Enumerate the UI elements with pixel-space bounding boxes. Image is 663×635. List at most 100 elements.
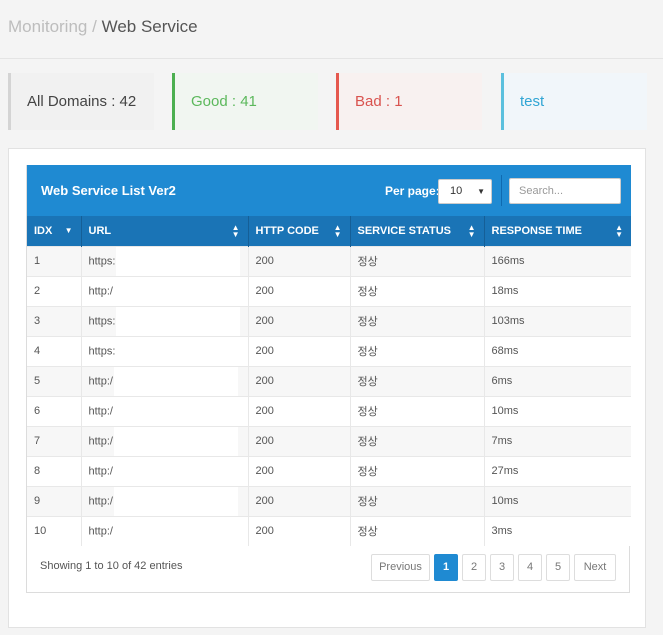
cell-url: http:/ (81, 395, 249, 426)
column-header-idx[interactable]: IDX ▼ (27, 216, 82, 246)
cell-idx: 3 (27, 305, 82, 336)
cell-service-status-text: 정상 (357, 496, 378, 508)
breadcrumb-separator: / (92, 17, 97, 36)
cell-url: http:/ (81, 455, 249, 486)
cell-service-status: 정상 (350, 275, 485, 306)
table-row[interactable]: 2 http:/ 200 정상 18ms (27, 275, 631, 306)
cell-response-time-text: 10ms (491, 495, 519, 507)
search-input[interactable]: Search... (509, 178, 621, 204)
pagination-page[interactable]: 2 (462, 554, 486, 581)
cell-idx-text: 3 (34, 315, 41, 327)
cell-response-time: 166ms (484, 245, 631, 276)
column-header-label: RESPONSE TIME (491, 224, 582, 237)
table-row[interactable]: 7 http:/ 200 정상 7ms (27, 425, 631, 456)
cell-idx: 5 (27, 365, 82, 396)
cell-service-status-text: 정상 (357, 286, 378, 298)
cell-service-status-text: 정상 (357, 466, 378, 478)
cell-http-code-text: 200 (255, 345, 274, 357)
cell-response-time-text: 27ms (491, 465, 519, 477)
table-row[interactable]: 5 http:/ 200 정상 6ms (27, 365, 631, 396)
cell-idx: 2 (27, 275, 82, 306)
cell-idx: 7 (27, 425, 82, 456)
cell-url-text: https: (88, 314, 116, 327)
cell-service-status: 정상 (350, 515, 485, 546)
cell-service-status: 정상 (350, 365, 485, 396)
pagination-page[interactable]: 3 (490, 554, 514, 581)
column-header-http-code[interactable]: HTTP CODE ▲ ▼ (248, 216, 351, 246)
cell-idx: 1 (27, 245, 82, 276)
cell-http-code-text: 200 (255, 285, 274, 297)
cell-service-status: 정상 (350, 485, 485, 516)
cell-response-time: 10ms (484, 485, 631, 516)
table-row[interactable]: 4 https: 200 정상 68ms (27, 335, 631, 366)
per-page-select[interactable]: 10 ▼ (438, 179, 492, 204)
cell-url-text: http:/ (88, 525, 113, 538)
cell-url: http:/ (81, 275, 249, 306)
column-header-label: IDX (34, 224, 53, 237)
cell-response-time: 3ms (484, 515, 631, 546)
column-header-label: HTTP CODE (255, 224, 319, 237)
cell-http-code: 200 (248, 425, 351, 456)
table-row[interactable]: 1 https: 200 정상 166ms (27, 245, 631, 276)
sort-both-icon: ▲ ▼ (231, 223, 240, 239)
cell-http-code-text: 200 (255, 465, 274, 477)
summary-test[interactable]: test (501, 73, 647, 130)
column-header-response-time[interactable]: RESPONSE TIME ▲ ▼ (484, 216, 631, 246)
cell-url: http:/ (81, 485, 249, 516)
pagination-page[interactable]: 1 (434, 554, 458, 581)
cell-http-code: 200 (248, 305, 351, 336)
table-row[interactable]: 9 http:/ 200 정상 10ms (27, 485, 631, 516)
cell-idx: 9 (27, 485, 82, 516)
cell-response-time: 27ms (484, 455, 631, 486)
redacted-url-mask (113, 277, 238, 306)
breadcrumb-parent[interactable]: Monitoring (8, 17, 88, 36)
pagination-page[interactable]: 5 (546, 554, 570, 581)
cell-idx-text: 8 (34, 465, 41, 477)
cell-http-code: 200 (248, 365, 351, 396)
cell-http-code-text: 200 (255, 405, 274, 417)
column-header-url[interactable]: URL ▲ ▼ (81, 216, 249, 246)
cell-response-time: 7ms (484, 425, 631, 456)
header-divider (0, 58, 663, 59)
cell-idx-text: 9 (34, 495, 41, 507)
pagination-next[interactable]: Next (574, 554, 616, 581)
summary-all-domains[interactable]: All Domains : 42 (8, 73, 154, 130)
cell-http-code: 200 (248, 455, 351, 486)
cell-url-text: http:/ (88, 374, 113, 387)
cell-response-time: 6ms (484, 365, 631, 396)
cell-service-status: 정상 (350, 425, 485, 456)
web-service-table: IDX ▼ URL ▲ ▼ HTTP CODE ▲ ▼ SERVICE STATUS ▲ ▼ … (27, 216, 631, 546)
header-divider-line (501, 175, 502, 206)
cell-url: http:/ (81, 515, 249, 546)
per-page-label: Per page: (385, 184, 440, 198)
cell-idx: 4 (27, 335, 82, 366)
cell-service-status-text: 정상 (357, 256, 378, 268)
pagination-previous[interactable]: Previous (371, 554, 430, 581)
column-header-label: SERVICE STATUS (357, 224, 452, 237)
sort-both-icon: ▲ ▼ (615, 223, 623, 239)
redacted-url-mask (113, 397, 238, 426)
redacted-url-mask (116, 247, 241, 276)
table-header-bar: Web Service List Ver2 Per page: 10 ▼ Sea… (27, 165, 631, 216)
table-row[interactable]: 8 http:/ 200 정상 27ms (27, 455, 631, 486)
column-header-service-status[interactable]: SERVICE STATUS ▲ ▼ (350, 216, 485, 246)
summary-bad[interactable]: Bad : 1 (336, 73, 482, 130)
pagination-page[interactable]: 4 (518, 554, 542, 581)
cell-url: http:/ (81, 365, 249, 396)
redacted-url-mask (116, 307, 241, 336)
column-header-label: URL (88, 224, 112, 237)
table-row[interactable]: 6 http:/ 200 정상 10ms (27, 395, 631, 426)
cell-service-status-text: 정상 (357, 436, 378, 448)
cell-service-status: 정상 (350, 455, 485, 486)
cell-url-text: http:/ (88, 404, 113, 417)
cell-response-time-text: 10ms (491, 405, 519, 417)
cell-idx-text: 1 (34, 255, 41, 267)
cell-url: https: (81, 335, 249, 366)
cell-http-code-text: 200 (255, 375, 274, 387)
table-row[interactable]: 10 http:/ 200 정상 3ms (27, 515, 631, 546)
per-page-value: 10 (450, 185, 463, 197)
summary-good[interactable]: Good : 41 (172, 73, 318, 130)
redacted-url-mask (113, 516, 238, 546)
content-panel: Web Service List Ver2 Per page: 10 ▼ Sea… (8, 148, 646, 628)
table-row[interactable]: 3 https: 200 정상 103ms (27, 305, 631, 336)
